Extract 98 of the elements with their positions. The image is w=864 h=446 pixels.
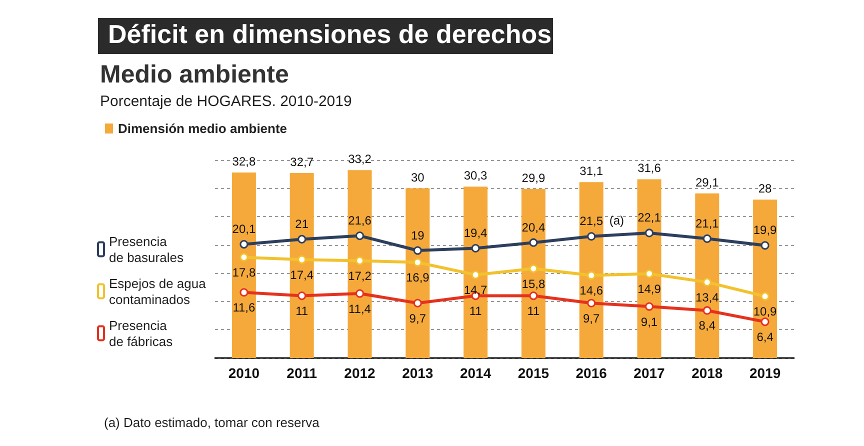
- data-label: 30,3: [464, 168, 488, 183]
- point: [356, 232, 364, 240]
- data-label: 14,7: [464, 283, 488, 298]
- point: [240, 240, 248, 249]
- data-label: 21,5: [580, 214, 604, 228]
- legend-label: Presencia de fábricas: [109, 318, 174, 349]
- point: [356, 289, 364, 298]
- point: [702, 278, 712, 286]
- x-tick-label: 2012: [344, 365, 376, 381]
- data-label: 32,8: [232, 154, 256, 168]
- data-label: 17,8: [232, 266, 256, 280]
- point: [529, 292, 538, 300]
- data-label: 14,9: [638, 282, 662, 296]
- data-label: 20,1: [232, 222, 256, 236]
- legend-label: Espejos de agua contaminados: [109, 276, 207, 307]
- bar: [695, 193, 720, 358]
- data-label: 15,8: [522, 276, 546, 291]
- data-label: 9,7: [409, 311, 426, 326]
- legend-label: Presencia de basurales: [109, 234, 184, 265]
- bar: [579, 182, 604, 358]
- data-label: 11: [296, 304, 308, 318]
- point: [760, 292, 770, 301]
- point: [413, 298, 422, 308]
- data-label: 14,6: [580, 284, 604, 298]
- data-label: 19,9: [753, 223, 778, 238]
- data-label: 33,2: [348, 152, 372, 166]
- data-label: 11,6: [232, 300, 256, 315]
- point: [587, 271, 596, 280]
- x-tick-label: 2010: [228, 365, 260, 381]
- chart-title: Déficit en dimensiones de derechos: [108, 19, 552, 49]
- data-label: 11,4: [348, 302, 372, 316]
- point: [529, 238, 538, 247]
- point: [645, 302, 654, 311]
- x-tick-label: 2016: [576, 365, 608, 381]
- point: [471, 244, 480, 252]
- bar: [521, 188, 546, 358]
- point: [760, 318, 770, 326]
- point: [298, 234, 306, 244]
- point: [587, 298, 596, 308]
- x-tick-label: 2015: [518, 365, 550, 381]
- point: [645, 269, 654, 278]
- x-tick-label: 2019: [749, 365, 781, 381]
- data-label: 31,6: [638, 161, 662, 176]
- point: [471, 270, 480, 280]
- data-label: 19: [410, 228, 425, 242]
- data-label: 22,1: [638, 210, 662, 225]
- data-label: 31,1: [580, 164, 604, 178]
- point: [356, 256, 364, 265]
- data-label: 29,9: [522, 170, 546, 185]
- bar: [637, 179, 662, 358]
- point: [702, 234, 712, 243]
- data-label: 21: [295, 216, 309, 231]
- point: [587, 232, 596, 241]
- bar: [464, 186, 488, 358]
- data-label: 21,1: [695, 216, 720, 230]
- data-label: 6,4: [756, 330, 774, 344]
- y-axis-title: Porcentaje de HOGARES. 2010-2019: [100, 93, 352, 110]
- x-tick-label: 2017: [634, 365, 666, 381]
- data-label: 21,6: [348, 214, 372, 228]
- point: [298, 292, 306, 300]
- point: [413, 246, 422, 255]
- data-label: 20,4: [522, 220, 546, 234]
- bar: [290, 173, 314, 358]
- point: [413, 258, 422, 267]
- x-tick-label: 2014: [460, 365, 492, 381]
- point: [298, 255, 306, 264]
- data-label: 8,4: [698, 318, 716, 333]
- data-label: 19,4: [464, 226, 488, 240]
- data-label: 16,9: [406, 270, 430, 285]
- data-label: 13,4: [695, 290, 720, 304]
- data-label: 10,9: [753, 304, 778, 319]
- legend-label: Dimensión medio ambiente: [118, 121, 288, 136]
- x-tick-label: 2013: [402, 365, 434, 381]
- chart-subtitle: Medio ambiente: [100, 60, 290, 88]
- data-label: 29,1: [695, 175, 720, 190]
- data-label: 9,1: [640, 314, 658, 329]
- annotation: (a): [609, 213, 624, 228]
- data-label: 17,2: [348, 268, 372, 283]
- point: [240, 288, 248, 297]
- data-label: 32,7: [290, 155, 314, 170]
- bar: [753, 200, 778, 358]
- data-label: 30: [410, 170, 425, 184]
- point: [760, 241, 770, 250]
- data-label: 28: [758, 182, 772, 196]
- data-label: 11: [469, 304, 482, 318]
- bar: [406, 188, 430, 358]
- bar: [348, 170, 372, 358]
- point: [702, 306, 712, 315]
- x-tick-label: 2018: [692, 365, 723, 381]
- x-tick-label: 2011: [286, 365, 318, 381]
- data-label: 9,7: [583, 311, 600, 326]
- point: [240, 253, 248, 262]
- text: (a) Dato estimado, tomar con reserva: [104, 415, 320, 430]
- point: [645, 228, 654, 238]
- data-label: 17,4: [290, 268, 314, 282]
- bar: [232, 172, 256, 358]
- data-label: 11: [527, 304, 540, 318]
- point: [529, 264, 538, 273]
